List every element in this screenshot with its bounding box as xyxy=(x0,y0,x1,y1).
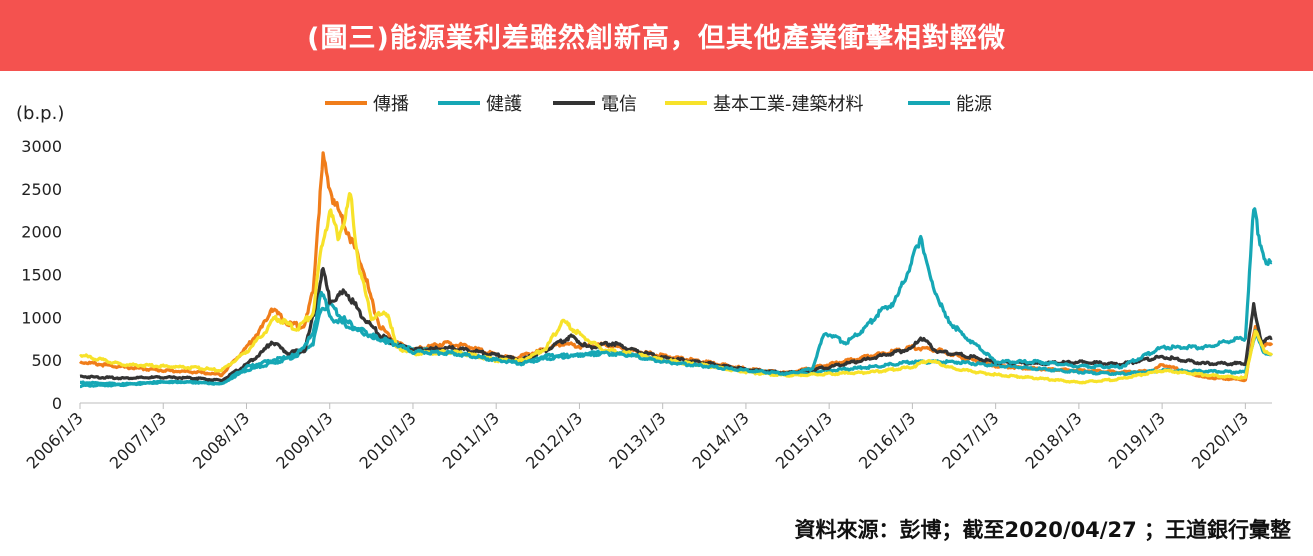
x-tick-label: 2009/1/3 xyxy=(272,408,336,472)
series-line xyxy=(79,207,1273,387)
title-banner: (圖三)能源業利差雖然創新高，但其他產業衝擊相對輕微 xyxy=(0,0,1313,71)
x-tick-label: 2013/1/3 xyxy=(605,408,669,472)
y-tick-label: 2500 xyxy=(21,180,62,199)
legend-label: 能源 xyxy=(956,94,992,115)
y-tick-label: 1500 xyxy=(21,266,62,285)
y-axis-label: (b.p.) xyxy=(16,103,65,124)
x-tick-label: 2015/1/3 xyxy=(772,408,836,472)
source-note: 資料來源：彭博；截至2020/04/27 ；王道銀行彙整 xyxy=(794,518,1291,542)
legend-label: 基本工業-建築材料 xyxy=(713,94,864,115)
x-tick-label: 2018/1/3 xyxy=(1021,408,1085,472)
x-tick-label: 2011/1/3 xyxy=(439,408,503,472)
x-tick-label: 2010/1/3 xyxy=(356,408,420,472)
y-tick-label: 500 xyxy=(31,351,62,370)
series-line xyxy=(79,300,1273,389)
y-tick-label: 1000 xyxy=(21,308,62,327)
x-tick-label: 2007/1/3 xyxy=(106,408,170,472)
series-line xyxy=(79,151,1274,383)
x-tick-label: 2008/1/3 xyxy=(189,408,253,472)
x-tick-label: 2014/1/3 xyxy=(689,408,753,472)
legend-label: 健護 xyxy=(486,94,522,115)
x-tick-label: 2016/1/3 xyxy=(855,408,919,472)
x-tick-label: 2019/1/3 xyxy=(1105,408,1169,472)
y-tick-label: 3000 xyxy=(21,137,62,156)
legend-label: 傳播 xyxy=(373,94,409,115)
x-tick-label: 2020/1/3 xyxy=(1188,408,1252,472)
legend-label: 電信 xyxy=(601,94,637,115)
chart-title: (圖三)能源業利差雖然創新高，但其他產業衝擊相對輕微 xyxy=(307,23,1006,54)
x-tick-label: 2017/1/3 xyxy=(938,408,1002,472)
x-tick-label: 2006/1/3 xyxy=(23,408,87,472)
y-tick-label: 0 xyxy=(52,394,62,413)
series-line xyxy=(79,192,1274,385)
x-tick-label: 2012/1/3 xyxy=(522,408,586,472)
y-tick-label: 2000 xyxy=(21,223,62,242)
